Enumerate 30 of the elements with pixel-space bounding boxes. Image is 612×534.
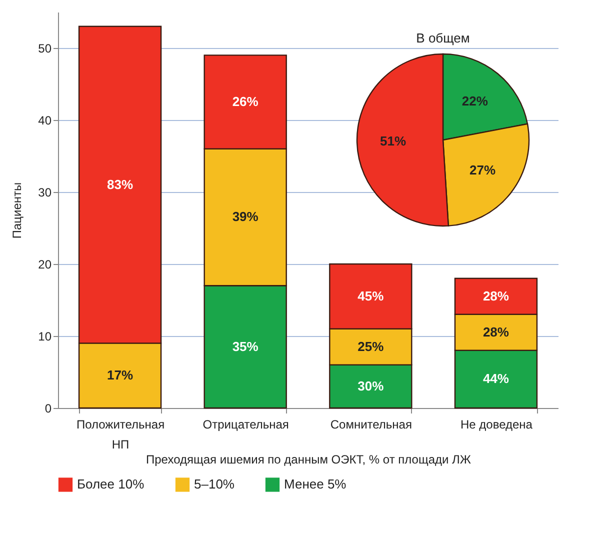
annotation: 26% <box>232 94 259 109</box>
y-tick-label: 20 <box>38 258 52 272</box>
annotation: 44% <box>482 371 510 386</box>
annotation: 39% <box>232 209 259 224</box>
y-tick-label: 10 <box>38 330 52 344</box>
legend-label: Менее 5% <box>284 476 347 492</box>
y-tick-label: 50 <box>38 42 52 56</box>
y-tick-label: 40 <box>38 114 52 128</box>
annotation: 17% <box>107 368 134 383</box>
y-axis-title: Пациенты <box>10 182 24 239</box>
legend-label: 5–10% <box>194 476 235 492</box>
x-tick-label: Отрицательная <box>202 418 289 432</box>
annotation: 30% <box>358 378 384 394</box>
annotation: 28% <box>482 288 510 304</box>
y-tick-label: 0 <box>44 402 52 416</box>
annotation: 25% <box>358 338 384 354</box>
x-tick-label: Не доведена <box>460 418 533 432</box>
annotation: 45% <box>358 288 384 304</box>
x-tick-label: Сомнительная <box>330 418 412 432</box>
legend-label: Более 10% <box>77 476 145 492</box>
annotation: 83% <box>107 176 134 192</box>
x-tick-label: Положительная НП <box>76 418 165 452</box>
annotation: 35% <box>232 338 259 354</box>
x-axis-title: Преходящая ишемия по данным ОЭКТ, % от площади ЛЖ <box>146 452 472 466</box>
data-label: 27% <box>469 162 496 178</box>
chart-title: В общем <box>416 30 470 46</box>
data-label: 51% <box>380 134 406 149</box>
annotation: 28% <box>482 324 510 340</box>
data-label: 22% <box>462 93 488 108</box>
y-tick-label: 30 <box>38 186 52 200</box>
